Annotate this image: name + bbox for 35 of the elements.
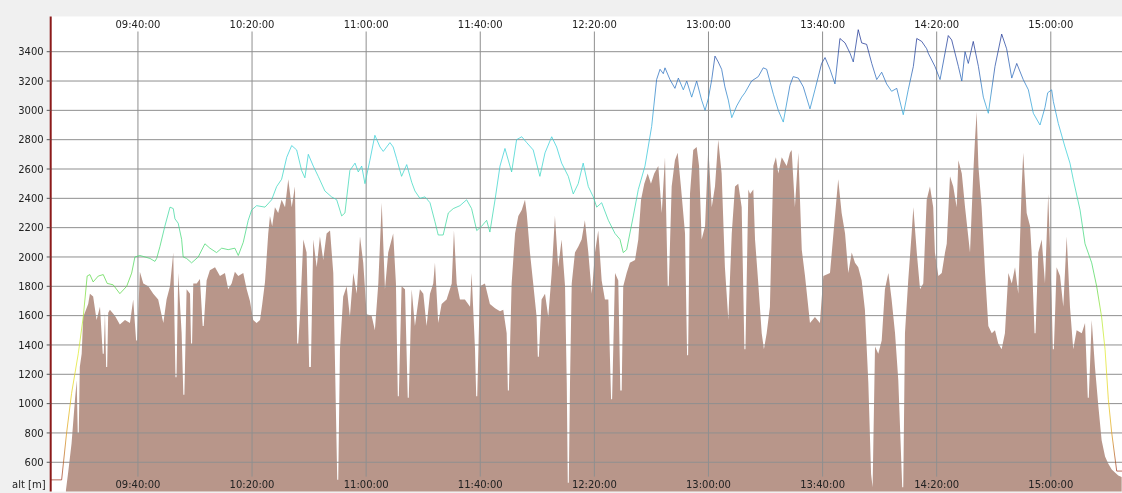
y-tick-label: 1200 [18,368,44,380]
x2-tick-label: 15:00:00 [1028,19,1074,30]
x2-tick-label: 09:40:00 [115,19,161,30]
x2-tick-label: 13:00:00 [686,19,731,30]
y-tick-label: 3400 [18,46,44,58]
y-tick-label: 1800 [18,280,44,292]
x-tick-label: 13:00:00 [686,479,731,491]
y-tick-label: 1000 [18,398,44,410]
y-tick-label: 600 [24,456,44,468]
y-tick-label: 2400 [18,192,44,204]
y-tick-label: 2200 [18,222,44,234]
x-tick-label: 10:20:00 [229,479,275,491]
line-series [50,29,1122,481]
x-tick-label: 11:40:00 [457,479,503,491]
y-tick-label: 2600 [18,163,44,175]
y-axis-title: alt [m] [12,479,46,491]
x-tick-label: 15:00:00 [1028,479,1074,491]
x-tick-label: 12:20:00 [571,479,617,491]
x2-tick-label: 13:40:00 [800,19,846,30]
y-tick-label: 3000 [18,104,44,116]
x2-tick-label: 14:20:00 [914,19,960,30]
x2-tick-label: 12:20:00 [571,19,617,30]
x-tick-label: 14:20:00 [914,479,960,491]
y-tick-label: 1600 [18,310,44,322]
y-tick-label: 2800 [18,134,44,146]
y-tick-label: 800 [24,427,44,439]
y-tick-label: 2000 [18,251,44,263]
x-tick-label: 13:40:00 [800,479,846,491]
y-tick-label: 3200 [18,75,44,87]
x2-tick-label: 10:20:00 [229,19,275,30]
y-tick-label: 1400 [18,339,44,351]
x2-tick-label: 11:00:00 [343,19,389,30]
x-tick-label: 11:00:00 [343,479,389,491]
x2-tick-label: 11:40:00 [457,19,503,30]
x-tick-label: 09:40:00 [115,479,161,491]
